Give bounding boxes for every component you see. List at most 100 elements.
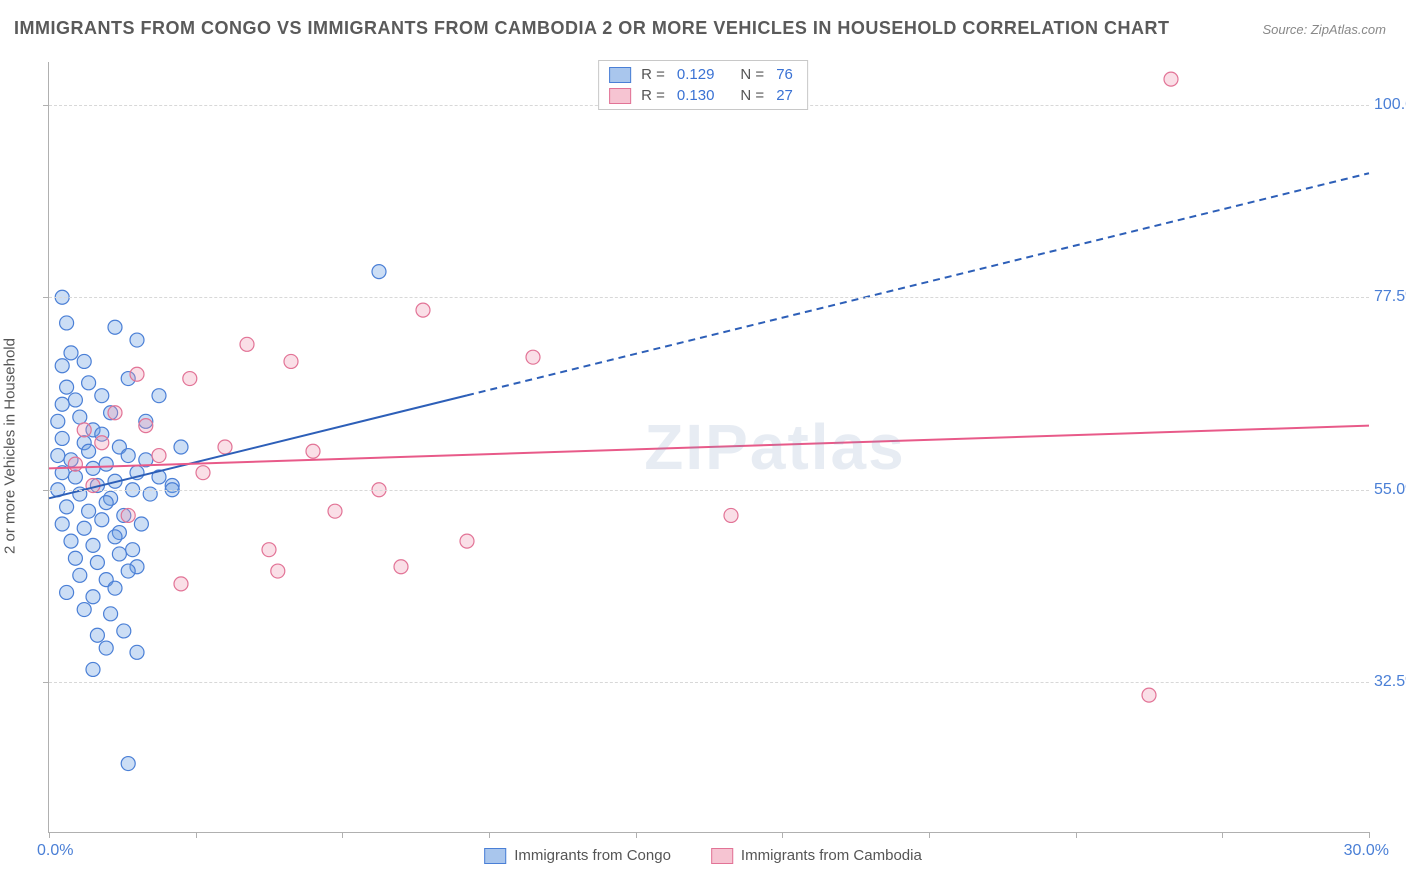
data-point (51, 414, 65, 428)
data-point (183, 372, 197, 386)
stats-row-congo: R = 0.129 N = 76 (609, 64, 797, 85)
data-point (108, 530, 122, 544)
data-point (174, 577, 188, 591)
data-point (104, 607, 118, 621)
data-point (77, 521, 91, 535)
source-prefix: Source: (1262, 22, 1310, 37)
r-label: R = (641, 87, 665, 104)
data-point (724, 508, 738, 522)
data-point (99, 457, 113, 471)
data-point (240, 337, 254, 351)
r-label: R = (641, 66, 665, 83)
x-axis-max-label: 30.0% (1344, 842, 1389, 860)
data-point (99, 641, 113, 655)
data-point (130, 367, 144, 381)
data-point (86, 538, 100, 552)
data-point (73, 568, 87, 582)
data-point (60, 500, 74, 514)
y-tick-label: 77.5% (1374, 288, 1406, 306)
data-point (55, 431, 69, 445)
n-value-congo: 76 (776, 66, 793, 83)
source-attribution: Source: ZipAtlas.com (1262, 22, 1386, 37)
data-point (328, 504, 342, 518)
x-tick (196, 832, 197, 838)
swatch-congo (609, 67, 631, 83)
x-tick (1222, 832, 1223, 838)
data-point (60, 316, 74, 330)
x-tick (1076, 832, 1077, 838)
data-point (121, 564, 135, 578)
y-tick (43, 105, 49, 106)
x-tick (929, 832, 930, 838)
swatch-cambodia (609, 88, 631, 104)
data-point (95, 436, 109, 450)
gridline (49, 682, 1369, 683)
data-point (95, 389, 109, 403)
legend-swatch-congo (484, 848, 506, 864)
data-point (174, 440, 188, 454)
data-point (262, 543, 276, 557)
chart-title: IMMIGRANTS FROM CONGO VS IMMIGRANTS FROM… (14, 18, 1170, 39)
data-point (196, 466, 210, 480)
data-point (60, 585, 74, 599)
data-point (73, 410, 87, 424)
gridline (49, 297, 1369, 298)
data-point (82, 444, 96, 458)
n-value-cambodia: 27 (776, 87, 793, 104)
data-point (68, 551, 82, 565)
x-tick (342, 832, 343, 838)
data-point (526, 350, 540, 364)
data-point (1142, 688, 1156, 702)
data-point (394, 560, 408, 574)
stats-row-cambodia: R = 0.130 N = 27 (609, 85, 797, 106)
n-label: N = (740, 87, 764, 104)
data-point (306, 444, 320, 458)
data-point (126, 543, 140, 557)
data-point (1164, 72, 1178, 86)
r-value-congo: 0.129 (677, 66, 715, 83)
legend-swatch-cambodia (711, 848, 733, 864)
y-tick-label: 100.0% (1374, 96, 1406, 114)
data-point (64, 534, 78, 548)
chart-container: IMMIGRANTS FROM CONGO VS IMMIGRANTS FROM… (0, 0, 1406, 892)
data-point (134, 517, 148, 531)
data-point (82, 376, 96, 390)
x-tick (49, 832, 50, 838)
x-axis-min-label: 0.0% (37, 842, 73, 860)
data-point (121, 449, 135, 463)
n-label: N = (740, 66, 764, 83)
data-point (55, 517, 69, 531)
data-point (77, 423, 91, 437)
data-point (108, 581, 122, 595)
data-point (372, 265, 386, 279)
data-point (90, 628, 104, 642)
legend-item-cambodia: Immigrants from Cambodia (711, 847, 922, 864)
x-tick (782, 832, 783, 838)
legend-label-cambodia: Immigrants from Cambodia (741, 847, 922, 864)
data-point (121, 757, 135, 771)
data-point (460, 534, 474, 548)
data-point (86, 662, 100, 676)
y-axis-label: 2 or more Vehicles in Household (2, 338, 19, 554)
data-point (108, 406, 122, 420)
legend-label-congo: Immigrants from Congo (514, 847, 671, 864)
y-tick-label: 32.5% (1374, 673, 1406, 691)
y-tick-label: 55.0% (1374, 481, 1406, 499)
data-point (218, 440, 232, 454)
data-point (86, 590, 100, 604)
data-point (55, 397, 69, 411)
x-tick (1369, 832, 1370, 838)
data-point (77, 603, 91, 617)
data-point (51, 449, 65, 463)
data-point (90, 556, 104, 570)
data-point (68, 457, 82, 471)
r-value-cambodia: 0.130 (677, 87, 715, 104)
data-point (108, 320, 122, 334)
data-point (130, 645, 144, 659)
data-point (99, 496, 113, 510)
data-point (55, 359, 69, 373)
y-tick (43, 682, 49, 683)
plot-area: ZIPatlas 0.0% 30.0% 32.5%55.0%77.5%100.0… (48, 62, 1369, 833)
series-legend: Immigrants from Congo Immigrants from Ca… (484, 847, 922, 864)
gridline (49, 490, 1369, 491)
